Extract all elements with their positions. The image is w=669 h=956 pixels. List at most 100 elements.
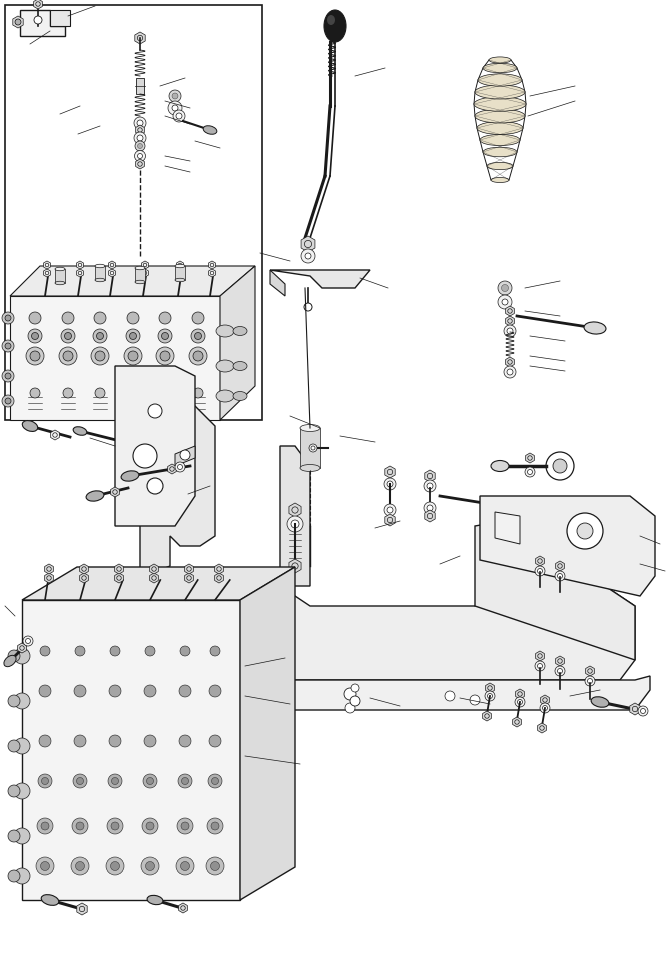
Circle shape — [41, 861, 50, 871]
Circle shape — [178, 774, 192, 788]
Polygon shape — [512, 717, 521, 727]
Circle shape — [2, 370, 14, 382]
Circle shape — [211, 822, 219, 830]
Circle shape — [179, 735, 191, 747]
Circle shape — [181, 861, 189, 871]
Circle shape — [193, 388, 203, 398]
Ellipse shape — [478, 74, 522, 86]
Circle shape — [2, 395, 14, 407]
Circle shape — [30, 388, 40, 398]
Polygon shape — [280, 446, 310, 586]
Circle shape — [8, 650, 20, 662]
Circle shape — [211, 777, 219, 785]
Polygon shape — [114, 573, 123, 583]
Circle shape — [555, 571, 565, 581]
Circle shape — [427, 505, 433, 511]
Circle shape — [41, 777, 48, 785]
Circle shape — [504, 366, 516, 378]
Polygon shape — [136, 125, 145, 135]
Circle shape — [169, 90, 181, 102]
Circle shape — [14, 783, 30, 799]
Polygon shape — [140, 406, 215, 586]
Polygon shape — [177, 269, 183, 277]
Circle shape — [109, 685, 121, 697]
Circle shape — [15, 19, 21, 25]
Polygon shape — [150, 573, 159, 583]
Ellipse shape — [475, 109, 525, 123]
Circle shape — [36, 857, 54, 875]
Circle shape — [95, 351, 105, 361]
Circle shape — [128, 388, 138, 398]
Circle shape — [138, 154, 142, 159]
Ellipse shape — [216, 360, 234, 372]
Ellipse shape — [482, 499, 498, 509]
Circle shape — [146, 822, 154, 830]
Circle shape — [106, 857, 124, 875]
Polygon shape — [536, 651, 545, 661]
Polygon shape — [43, 261, 50, 269]
Polygon shape — [108, 269, 116, 277]
Polygon shape — [142, 261, 149, 269]
Ellipse shape — [491, 461, 509, 471]
Circle shape — [37, 818, 53, 834]
Polygon shape — [140, 586, 635, 680]
Circle shape — [350, 696, 360, 706]
Circle shape — [158, 329, 172, 343]
Circle shape — [74, 685, 86, 697]
Polygon shape — [495, 512, 520, 544]
Circle shape — [211, 861, 219, 871]
Circle shape — [547, 527, 559, 539]
Circle shape — [305, 253, 311, 259]
Circle shape — [557, 574, 563, 578]
Circle shape — [577, 523, 593, 539]
Circle shape — [2, 312, 14, 324]
Polygon shape — [51, 430, 60, 440]
Polygon shape — [55, 269, 65, 283]
Polygon shape — [136, 159, 145, 169]
Circle shape — [159, 312, 171, 324]
Ellipse shape — [491, 178, 509, 183]
Circle shape — [498, 281, 512, 295]
Circle shape — [156, 347, 174, 365]
Ellipse shape — [233, 327, 247, 336]
Circle shape — [75, 646, 85, 656]
Polygon shape — [10, 296, 220, 420]
Circle shape — [76, 822, 84, 830]
Circle shape — [567, 513, 603, 549]
Circle shape — [555, 531, 595, 571]
Circle shape — [40, 646, 50, 656]
Polygon shape — [10, 266, 255, 296]
Ellipse shape — [147, 896, 163, 904]
Circle shape — [147, 478, 163, 494]
Circle shape — [8, 785, 20, 797]
Circle shape — [14, 693, 30, 709]
Ellipse shape — [55, 268, 65, 271]
Circle shape — [195, 333, 201, 339]
Circle shape — [135, 141, 145, 151]
Ellipse shape — [489, 57, 511, 63]
Polygon shape — [538, 723, 547, 733]
Circle shape — [470, 695, 480, 705]
Polygon shape — [209, 261, 215, 269]
Polygon shape — [22, 567, 295, 600]
Circle shape — [93, 329, 107, 343]
Ellipse shape — [121, 471, 139, 481]
Polygon shape — [385, 514, 395, 526]
Polygon shape — [220, 266, 255, 420]
Circle shape — [39, 685, 51, 697]
Circle shape — [555, 666, 565, 676]
Ellipse shape — [233, 361, 247, 371]
Circle shape — [344, 688, 356, 700]
Circle shape — [587, 679, 593, 684]
Circle shape — [34, 16, 42, 24]
Circle shape — [39, 735, 51, 747]
Ellipse shape — [73, 426, 87, 435]
Ellipse shape — [487, 163, 513, 169]
Circle shape — [502, 533, 518, 549]
Circle shape — [142, 818, 158, 834]
Circle shape — [110, 861, 120, 871]
Circle shape — [424, 480, 436, 492]
Polygon shape — [215, 573, 223, 583]
Circle shape — [144, 685, 156, 697]
Circle shape — [160, 351, 170, 361]
